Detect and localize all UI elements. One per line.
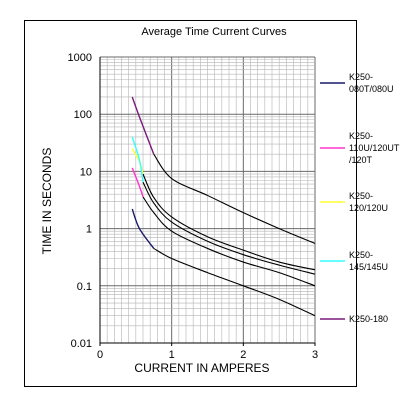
y-tick-label: 10 xyxy=(80,166,92,178)
series-line-5 xyxy=(153,153,316,244)
legend-label-4: K250- xyxy=(349,250,373,260)
legend-label-2: 110U/120UT xyxy=(349,143,400,153)
series-line-3 xyxy=(142,173,316,271)
series-lines xyxy=(131,96,316,317)
legend-label-3: 120/120U xyxy=(349,203,388,213)
chart-title: Average Time Current Curves xyxy=(141,26,287,38)
y-tick-label: 0.1 xyxy=(77,281,92,293)
x-tick-label: 2 xyxy=(240,349,246,361)
x-tick-label: 1 xyxy=(169,349,175,361)
series-line-start-2 xyxy=(131,167,144,198)
legend-label-1: 080T/080U xyxy=(349,84,394,94)
y-tick-label: 100 xyxy=(74,109,92,121)
legend-label-3: K250- xyxy=(349,191,373,201)
series-line-start-5 xyxy=(131,96,155,155)
x-tick-label: 0 xyxy=(97,349,103,361)
y-tick-label: 0.01 xyxy=(71,338,92,350)
axes: 0 1 2 3 0.01 0.1 1 10 100 1000 xyxy=(68,52,319,361)
legend-label-5: K250-180 xyxy=(349,314,388,324)
legend-label-2: /120T xyxy=(349,155,373,165)
x-tick-label: 3 xyxy=(312,349,318,361)
x-axis-label: CURRENT IN AMPERES xyxy=(134,361,269,375)
series-line-4 xyxy=(142,181,316,275)
series-line-1 xyxy=(153,247,316,317)
series-line-2 xyxy=(142,196,316,287)
grid xyxy=(99,56,316,344)
legend-label-1: K250- xyxy=(349,72,373,82)
legend-label-2: K250- xyxy=(349,131,373,141)
series-line-start-1 xyxy=(131,208,155,249)
legend-label-4: 145/145U xyxy=(349,262,388,272)
y-tick-label: 1000 xyxy=(68,52,92,64)
y-tick-label: 1 xyxy=(86,224,92,236)
y-axis-label: TIME IN SECONDS xyxy=(40,148,54,255)
series-line-start-4 xyxy=(131,136,144,183)
legend: K250-080T/080UK250-110U/120UT/120TK250-1… xyxy=(320,72,400,324)
